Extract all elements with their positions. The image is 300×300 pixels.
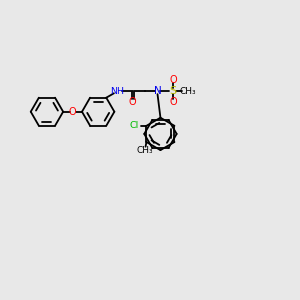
Text: Cl: Cl	[129, 121, 139, 130]
Text: O: O	[129, 98, 136, 107]
Text: NH: NH	[110, 87, 124, 96]
Text: S: S	[169, 86, 176, 96]
Text: N: N	[154, 86, 161, 96]
Text: O: O	[169, 75, 177, 85]
Text: O: O	[69, 107, 76, 117]
Text: CH₃: CH₃	[179, 87, 196, 96]
Text: O: O	[169, 98, 177, 107]
Text: CH₃: CH₃	[136, 146, 153, 155]
